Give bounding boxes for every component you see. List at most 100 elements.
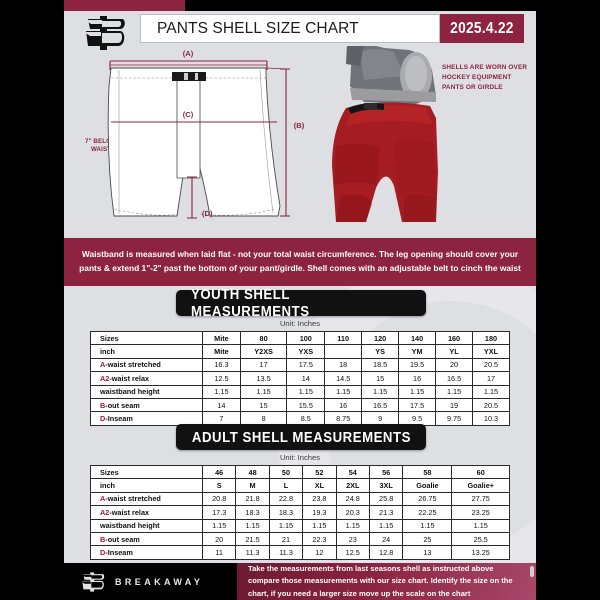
row-label: D-Inseam [90,411,203,426]
breakaway-b-monogram-icon [80,570,106,594]
table-cell: 14.5 [324,371,363,386]
youth-measurements-table: Sizes Mite 80 100 110 120 140 160 180 inch Mite Y2X… [90,330,510,426]
row-label-prefix: D [100,547,106,557]
table-cell: 27.75 [451,491,510,507]
table-cell: 1.15 [268,518,304,533]
table-cell: 21 [268,531,304,547]
table-cell: YL [435,344,474,359]
youth-table: Sizes Mite 80 100 110 120 140 160 180 inch Mite Y2X… [90,330,510,426]
table-cell: 12.8 [368,545,404,560]
svg-text:(A): (A) [183,49,194,58]
footer-brand-name: BREAKAWAY [115,576,204,587]
table-cell: 20.5 [472,357,510,373]
scroll-nub[interactable] [530,566,534,577]
table-cell: 120 [361,330,400,346]
table-cell: 20.3 [335,505,370,520]
row-label: inch [90,344,203,359]
diagram-zone: 7" BELOW WAIST [64,46,536,236]
youth-table-body: Sizes Mite 80 100 110 120 140 160 180 inch Mite Y2X… [90,330,510,426]
table-row: B-out seam 20 21.5 21 22.3 23 24 25 25.5 [90,531,510,547]
row-label: A2-waist relax [90,505,203,520]
table-row: A2-waist relax 17.3 18.3 18.3 19.3 20.3 21.3 22… [90,505,510,520]
adult-measurements-table: Sizes 46 48 50 52 54 56 58 60 inch S M L XL 2XL 3XL Goal… [90,464,510,560]
table-cell: 22.8 [268,491,304,507]
chart-header: PANTS SHELL SIZE CHART 2025.4.22 [64,11,536,50]
svg-text:(B): (B) [294,121,305,130]
table-cell: 22.3 [302,531,337,547]
adult-section-heading: ADULT SHELL MEASUREMENTS [176,424,426,450]
table-cell: 1.15 [202,384,241,399]
row-label-prefix: D [100,413,106,423]
table-cell: 1.15 [451,518,510,533]
measurement-instructions-text: Waistband is measured when laid flat - n… [79,249,521,273]
table-cell: 1.15 [398,384,437,399]
youth-section-heading-text: YOUTH SHELL MEASUREMENTS [191,286,310,320]
svg-text:(C): (C) [183,110,194,119]
table-cell: 1.15 [286,384,326,399]
table-cell: Goalie [402,478,453,493]
table-cell: 1.15 [324,384,363,399]
table-cell: 3XL [368,478,404,493]
row-label: waistband height [90,384,203,399]
table-cell: 17.3 [201,505,237,520]
table-cell: M [235,478,270,493]
table-cell: 18.5 [361,357,400,373]
table-cell: 24.8 [335,491,370,507]
table-cell: 14 [202,397,241,413]
table-cell: 11.3 [235,545,270,560]
table-row: waistband height 1.15 1.15 1.15 1.15 1.15 1.15… [90,384,510,399]
table-cell: 110 [324,330,363,346]
table-cell: 11.3 [268,545,304,560]
table-row: A2-waist relax 12.5 13.5 14 14.5 15 16 16.5 17 [90,371,510,386]
table-cell: YS [361,344,400,359]
footer-brand: BREAKAWAY [64,563,237,600]
table-cell: 10.3 [472,411,510,426]
table-cell: 21.8 [235,491,270,507]
product-photo [332,46,438,222]
table-cell: XL [302,478,337,493]
row-label-prefix: A2 [100,373,110,383]
table-cell: 19 [435,397,474,413]
table-row: Sizes 46 48 50 52 54 56 58 60 [90,464,510,480]
table-cell: 54 [335,464,370,480]
table-cell: 48 [235,464,270,480]
top-accent-strip [64,0,185,11]
table-cell: 21.5 [235,531,270,547]
table-cell: 12 [302,545,337,560]
table-cell: 19.5 [398,357,437,373]
table-cell: 50 [268,464,304,480]
table-cell: 11 [201,545,237,560]
youth-unit-label: Unit: Inches [279,319,321,328]
row-label-prefix: B [100,400,106,410]
row-label-prefix: A [100,360,106,370]
table-cell: 18.3 [268,505,304,520]
table-cell: S [201,478,237,493]
page-title-text: PANTS SHELL SIZE CHART [157,19,359,37]
table-cell: 16.5 [361,397,400,413]
table-cell: Y2XS [239,344,288,359]
table-cell: 17 [472,371,510,386]
table-cell: 1.15 [435,384,474,399]
table-row: Sizes Mite 80 100 110 120 140 160 180 [90,330,510,346]
table-cell: 16 [398,371,437,386]
table-cell: 12.5 [335,545,370,560]
table-cell: 9.75 [435,411,474,426]
row-label: inch [90,478,203,493]
table-cell: 18.3 [235,505,270,520]
table-cell: 25.8 [368,491,404,507]
table-cell: L [268,478,304,493]
table-cell: 25 [402,531,453,547]
row-label-prefix: B [100,534,106,544]
row-label: waistband height [90,518,203,533]
table-cell: 25.5 [451,531,510,547]
table-cell: YXS [286,344,326,359]
table-cell: 1.15 [239,384,288,399]
svg-text:(D): (D) [202,209,213,218]
table-cell: 16.5 [435,371,474,386]
date-badge-text: 2025.4.22 [450,19,514,37]
table-cell: 46 [201,464,237,480]
table-cell: 24 [368,531,404,547]
table-row: A-waist stretched 20.8 21.8 22.8 23.8 24.8 25.… [90,491,510,507]
adult-unit-label: Unit: Inches [279,453,321,462]
